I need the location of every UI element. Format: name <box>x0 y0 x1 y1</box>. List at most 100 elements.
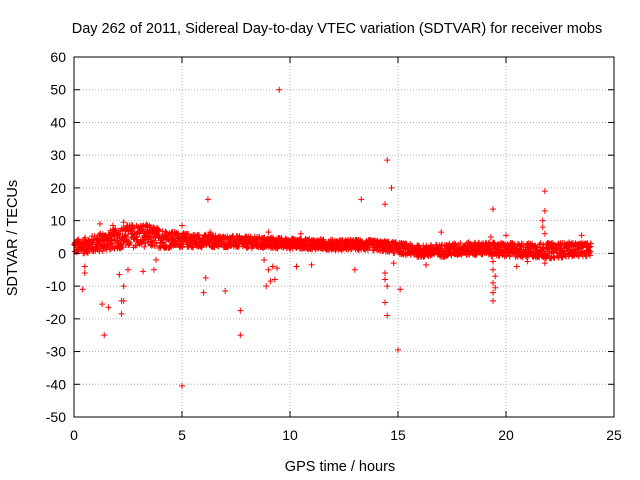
data-point <box>179 222 185 229</box>
data-point <box>265 229 272 236</box>
data-point <box>179 382 185 389</box>
data-point <box>483 250 490 257</box>
data-point <box>490 279 497 286</box>
data-point <box>178 244 185 251</box>
y-axis-label: SDTVAR / TECUs <box>5 180 21 296</box>
grid <box>74 57 614 417</box>
x-tick-label: 0 <box>70 427 78 443</box>
data-point <box>108 240 115 247</box>
y-tick-label: 40 <box>50 114 66 130</box>
data-point <box>265 266 272 273</box>
data-point <box>207 229 214 236</box>
data-point <box>222 288 229 294</box>
data-point <box>120 283 127 290</box>
data-point <box>384 157 391 164</box>
data-point <box>462 248 469 255</box>
y-tick-label: -10 <box>46 278 66 294</box>
data-point <box>237 307 244 314</box>
data-point <box>506 253 513 260</box>
data-point <box>138 226 145 233</box>
data-point <box>112 227 119 234</box>
data-point <box>541 260 548 267</box>
y-tick-label: 0 <box>58 245 66 261</box>
data-point <box>558 245 565 252</box>
y-tick-label: -50 <box>46 409 66 425</box>
data-point <box>119 227 126 234</box>
data-point <box>125 241 132 248</box>
data-point <box>587 243 594 250</box>
x-tick-label: 15 <box>390 427 406 443</box>
data-point <box>261 256 268 263</box>
data-point <box>81 270 88 276</box>
data-point <box>308 261 315 268</box>
data-point <box>487 234 494 240</box>
data-point <box>269 263 276 270</box>
data-point <box>97 230 104 237</box>
x-axis-label: GPS time / hours <box>285 459 395 475</box>
data-point <box>81 263 88 270</box>
data-point <box>162 228 169 235</box>
data-point <box>503 232 509 239</box>
data-point <box>539 217 546 224</box>
data-point <box>492 284 499 291</box>
x-tick-label: 5 <box>178 427 186 443</box>
data-point <box>399 250 406 257</box>
data-point <box>263 283 270 290</box>
data-point <box>150 266 157 273</box>
data-point <box>153 240 160 247</box>
data-points <box>71 86 594 389</box>
data-point <box>192 240 199 247</box>
y-tick-label: -40 <box>46 376 66 392</box>
data-point <box>490 297 497 304</box>
data-point <box>451 240 458 247</box>
data-point <box>155 227 162 234</box>
data-point <box>116 271 123 278</box>
y-tick-label: 30 <box>50 147 66 163</box>
data-point <box>530 245 537 252</box>
data-point <box>120 297 127 304</box>
data-point <box>541 230 548 237</box>
data-point <box>204 196 211 203</box>
data-point <box>561 247 568 254</box>
data-point <box>490 258 497 265</box>
data-point <box>541 188 548 195</box>
data-point <box>84 250 91 257</box>
data-point <box>200 289 207 296</box>
data-point <box>143 221 150 228</box>
data-point <box>384 283 391 290</box>
plot-frame <box>73 56 615 418</box>
data-point <box>533 244 540 251</box>
data-point <box>390 260 397 267</box>
data-point <box>382 270 389 276</box>
data-point <box>490 206 497 213</box>
data-point <box>237 332 244 339</box>
data-point <box>297 230 304 237</box>
data-point <box>492 273 499 280</box>
data-point <box>99 301 106 308</box>
data-point <box>274 265 281 272</box>
axis-ticks: 0 5 10 15 20 25 60 50 40 30 20 10 0 -10 -20 -30 -40 -50 <box>46 49 622 443</box>
data-point <box>388 184 395 191</box>
data-point <box>159 239 166 246</box>
data-point <box>438 229 445 236</box>
data-point <box>118 310 125 317</box>
chart-title: Day 262 of 2011, Sidereal Day-to-day VTE… <box>72 21 603 37</box>
data-point <box>202 274 209 281</box>
data-point <box>524 258 531 265</box>
data-point <box>126 240 133 247</box>
data-point <box>77 246 84 253</box>
data-point <box>153 256 160 263</box>
data-point <box>513 263 520 270</box>
y-tick-label: -20 <box>46 311 66 327</box>
data-point <box>395 346 401 353</box>
data-point <box>175 230 182 237</box>
data-point <box>79 286 86 293</box>
data-point <box>134 236 141 243</box>
data-point <box>382 276 389 283</box>
data-point <box>490 266 497 273</box>
data-point <box>130 225 137 232</box>
y-tick-label: -30 <box>46 344 66 360</box>
data-point <box>120 219 127 226</box>
data-point <box>276 86 283 93</box>
